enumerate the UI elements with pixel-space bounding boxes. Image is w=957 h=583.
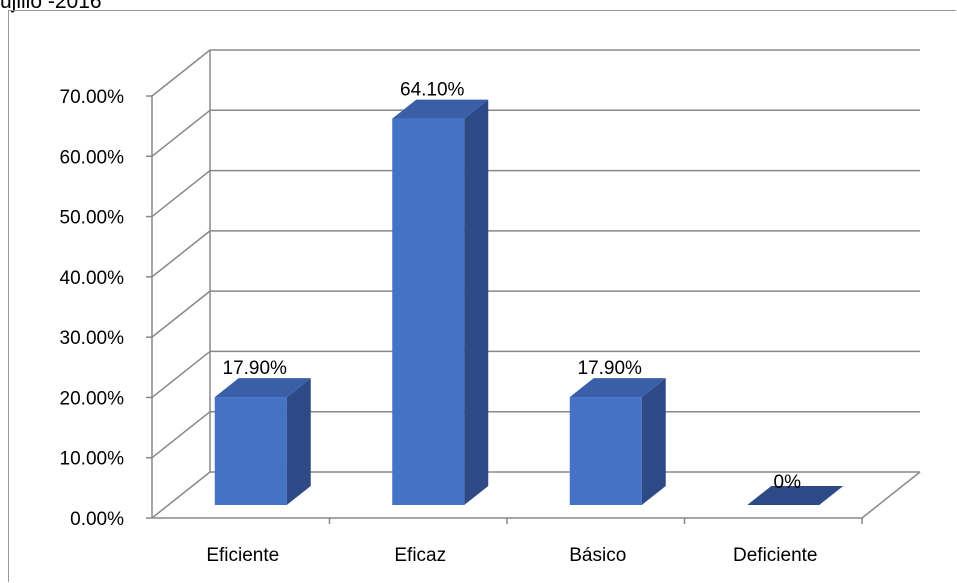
y-tick-label: 20.00% (60, 388, 125, 409)
data-label: 64.10% (400, 80, 465, 101)
gridline-diagonal (151, 109, 211, 157)
x-tick-label: Básico (569, 545, 626, 566)
data-label: 0% (774, 472, 802, 493)
bar-top (569, 378, 666, 398)
chart-title: ujillo -2016 (0, 0, 102, 13)
x-axis-labels: Eficiente Eficaz Básico Deficiente (206, 518, 863, 566)
bar-front (392, 118, 465, 505)
gridline-diagonal (151, 471, 211, 519)
floor-right-edge (861, 471, 921, 519)
gridline-diagonal (151, 411, 211, 459)
data-labels: 17.90% 64.10% 17.90% 0% (223, 80, 802, 493)
data-label: 17.90% (578, 358, 643, 379)
bar-top (747, 486, 844, 505)
y-tick-label: 40.00% (60, 268, 125, 289)
y-tick-label: 70.00% (60, 87, 125, 108)
x-tick-label: Eficaz (394, 545, 446, 566)
x-tick-label: Deficiente (733, 545, 818, 566)
chart-frame (8, 10, 956, 582)
data-label: 17.90% (223, 358, 288, 379)
bar-side (286, 378, 311, 505)
x-tick-label: Eficiente (206, 545, 279, 566)
bar-side (464, 99, 489, 505)
bars (214, 99, 844, 505)
y-tick-label: 60.00% (60, 147, 125, 168)
bar-front (214, 397, 287, 505)
gridline-diagonal (151, 290, 211, 338)
y-tick-label: 50.00% (60, 208, 125, 229)
y-tick-label: 30.00% (60, 328, 125, 349)
bar-front (569, 397, 642, 505)
y-tick-label: 10.00% (60, 449, 125, 470)
gridline-diagonal (151, 169, 211, 218)
bar-top (214, 378, 311, 398)
bar-top (392, 99, 489, 119)
y-axis-ticks: 0.00% 10.00% 20.00% 30.00% 40.00% 50.00% 60.00… (60, 87, 152, 530)
gridlines (151, 49, 920, 519)
bar-side (641, 378, 666, 505)
gridline-diagonal (151, 230, 211, 278)
gridline-diagonal (151, 350, 211, 399)
bar-eficaz (392, 99, 489, 505)
bar-deficiente (747, 486, 844, 505)
y-tick-label: 0.00% (70, 509, 124, 530)
bar-eficiente (214, 378, 311, 505)
bar-básico (569, 378, 666, 505)
gridline-diagonal (151, 49, 211, 97)
